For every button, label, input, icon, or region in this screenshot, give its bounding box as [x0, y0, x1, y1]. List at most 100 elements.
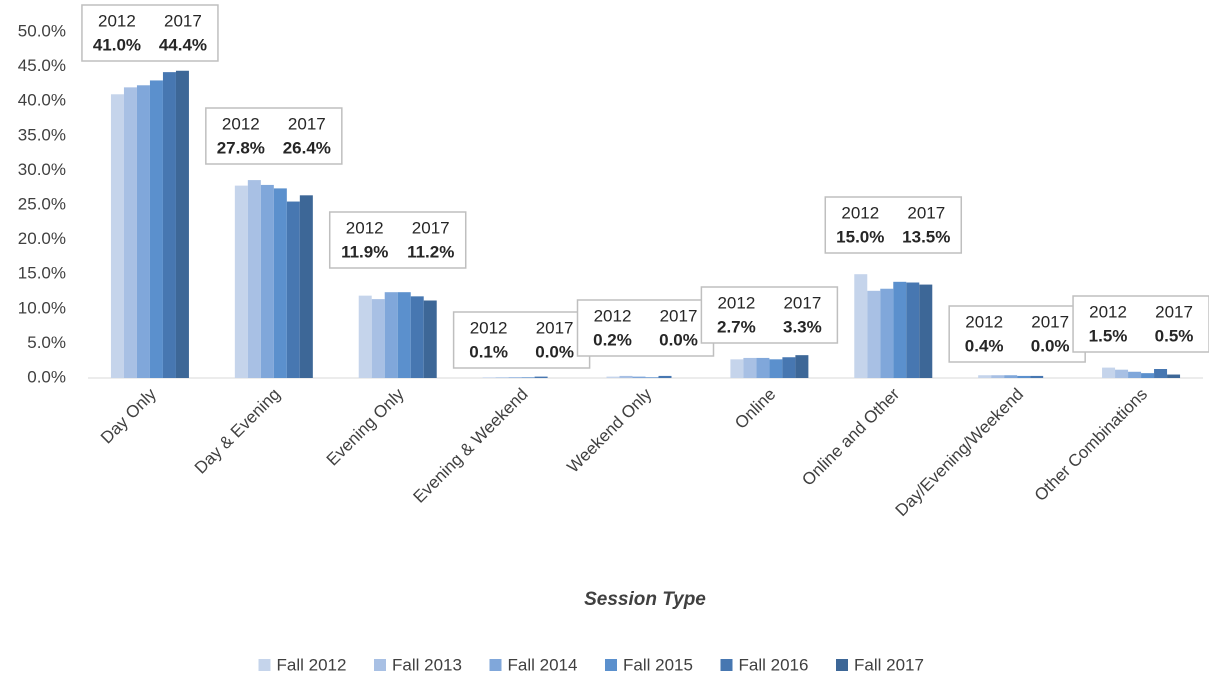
bar [384, 292, 398, 378]
bar [606, 376, 620, 378]
annotation-box [205, 107, 343, 165]
bar [358, 295, 372, 378]
bar [632, 376, 646, 378]
annotation-value: 0.1% [469, 342, 508, 361]
legend-label: Fall 2014 [508, 655, 578, 674]
bar [730, 359, 744, 378]
annotation-year: 2012 [222, 114, 260, 133]
y-tick-label: 40.0% [18, 91, 66, 110]
bar [756, 357, 770, 378]
annotation-value: 0.0% [535, 342, 574, 361]
y-tick-label: 35.0% [18, 125, 66, 144]
legend-label: Fall 2012 [277, 655, 347, 674]
annotation-year: 2012 [1089, 302, 1127, 321]
bar [123, 87, 137, 379]
annotation-value: 0.0% [1031, 336, 1070, 355]
x-tick-label: Online [731, 385, 779, 433]
bar [286, 201, 300, 378]
legend-swatch [720, 659, 733, 671]
bar [175, 70, 189, 378]
annotation-year: 2012 [594, 306, 632, 325]
bar [1030, 375, 1044, 378]
annotation-value: 0.4% [965, 336, 1004, 355]
legend-swatch [258, 659, 271, 671]
bar [880, 288, 894, 378]
bar [1167, 374, 1181, 378]
annotation-year: 2017 [288, 114, 326, 133]
y-tick-label: 10.0% [18, 298, 66, 317]
legend-swatch [605, 659, 617, 671]
x-tick-label: Weekend Only [563, 384, 655, 476]
annotation-value: 0.0% [659, 330, 698, 349]
annotation-year: 2017 [412, 218, 450, 237]
bar [1004, 375, 1018, 378]
bar [162, 72, 176, 379]
legend-label: Fall 2017 [854, 655, 924, 674]
annotation-value: 13.5% [902, 227, 950, 246]
bar [1128, 371, 1142, 378]
legend-swatch [836, 659, 848, 671]
bar [658, 375, 672, 378]
annotation-box [328, 211, 467, 269]
annotation-value: 0.5% [1155, 326, 1194, 345]
x-tick-label: Day Only [97, 384, 160, 447]
x-tick-label: Day & Evening [191, 385, 284, 478]
bar [495, 377, 509, 378]
annotation-year: 2012 [346, 218, 384, 237]
annotation-value: 11.9% [341, 242, 388, 261]
bar [619, 375, 633, 378]
annotation-box [824, 196, 963, 254]
bar [854, 274, 868, 378]
bar [234, 185, 248, 378]
bar [1154, 369, 1168, 378]
bar [795, 355, 809, 378]
bar [136, 85, 150, 378]
bar [919, 284, 933, 378]
annotation-value: 2.7% [717, 317, 756, 336]
bar [1115, 369, 1129, 378]
bar [521, 377, 535, 378]
bar [410, 296, 424, 378]
annotation-value: 27.8% [217, 138, 265, 157]
bar [273, 188, 287, 378]
annotation-value: 41.0% [93, 35, 141, 54]
legend-swatch [374, 659, 386, 671]
annotation-box [81, 4, 219, 62]
bar [260, 184, 274, 378]
legend-label: Fall 2015 [623, 655, 693, 674]
annotation-value: 11.2% [407, 242, 454, 261]
bar [991, 375, 1005, 378]
bar [782, 357, 796, 378]
annotation-year: 2012 [717, 293, 755, 312]
annotation-value: 1.5% [1089, 326, 1128, 345]
bar [743, 357, 757, 378]
x-axis-title: Session Type [584, 589, 706, 610]
bar [299, 195, 313, 378]
annotation-value: 0.2% [593, 330, 632, 349]
bar [110, 94, 124, 378]
annotation-year: 2017 [1155, 302, 1193, 321]
bar [149, 80, 163, 378]
annotation-box [1072, 295, 1209, 353]
bar [867, 290, 881, 378]
bar [482, 377, 496, 378]
annotation-value: 15.0% [836, 227, 884, 246]
annotation-year: 2012 [470, 318, 508, 337]
y-tick-label: 30.0% [18, 160, 66, 179]
y-tick-label: 0.0% [27, 367, 66, 386]
annotation-year: 2017 [783, 293, 821, 312]
annotation-box [700, 286, 839, 344]
bar [1102, 367, 1116, 378]
bar [906, 282, 920, 378]
bar [508, 377, 522, 378]
annotation-year: 2017 [164, 11, 202, 30]
y-tick-label: 45.0% [18, 56, 66, 75]
annotation-year: 2012 [98, 11, 136, 30]
bar [978, 375, 992, 378]
annotation-year: 2012 [965, 312, 1003, 331]
annotation-year: 2017 [660, 306, 698, 325]
x-tick-label: Evening & Weekend [409, 385, 531, 507]
legend-swatch [489, 659, 502, 671]
bar [534, 376, 548, 378]
x-tick-label: Evening Only [323, 384, 408, 469]
